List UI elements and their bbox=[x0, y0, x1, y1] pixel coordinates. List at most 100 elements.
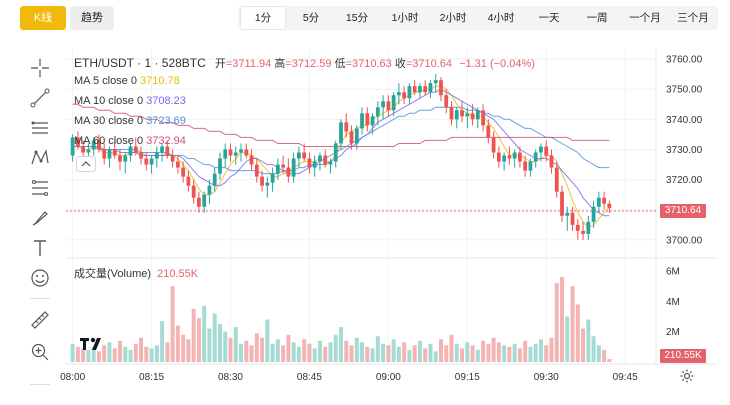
volume-bar bbox=[123, 346, 128, 362]
current-price-tag: 3710.64 bbox=[660, 204, 706, 218]
candle bbox=[297, 146, 301, 168]
emoji-icon[interactable] bbox=[28, 266, 52, 290]
period-2h[interactable]: 2小时 bbox=[439, 12, 467, 24]
candle-body bbox=[75, 137, 80, 147]
volume-bar bbox=[307, 343, 312, 362]
volume-bar bbox=[560, 277, 565, 362]
period-1h[interactable]: 1小时 bbox=[391, 12, 419, 24]
ma10-value: 3708.23 bbox=[146, 95, 186, 107]
volume-bar bbox=[81, 348, 86, 362]
chevron-up-icon bbox=[81, 161, 91, 167]
brush-icon[interactable] bbox=[28, 206, 52, 230]
ruler-icon[interactable] bbox=[28, 308, 52, 332]
volume-bar bbox=[128, 349, 133, 362]
volume-bar bbox=[554, 283, 559, 362]
fib-icon[interactable] bbox=[28, 176, 52, 200]
chart-grid bbox=[66, 50, 656, 364]
candle bbox=[365, 107, 370, 132]
candle bbox=[349, 125, 354, 150]
candle bbox=[312, 155, 317, 177]
candle bbox=[370, 113, 375, 135]
candle bbox=[412, 80, 417, 96]
volume-bar bbox=[317, 340, 322, 362]
candle-body bbox=[81, 146, 86, 153]
candle-body bbox=[533, 152, 538, 162]
candle-body bbox=[560, 191, 564, 216]
period-1d[interactable]: 一天 bbox=[538, 12, 560, 24]
pattern-icon[interactable] bbox=[28, 146, 52, 170]
volume-bar bbox=[465, 342, 470, 362]
volume-bar bbox=[591, 336, 596, 362]
low-label: 低 bbox=[334, 58, 346, 70]
volume-bar bbox=[223, 331, 228, 362]
volume-bar bbox=[433, 351, 438, 362]
gear-icon[interactable] bbox=[679, 368, 695, 384]
price-axis-label: 3730.00 bbox=[666, 145, 703, 156]
candle-body bbox=[307, 158, 312, 168]
candle-body bbox=[433, 80, 438, 84]
candle bbox=[481, 104, 485, 132]
candle bbox=[449, 101, 454, 126]
period-3mo[interactable]: 三个月 bbox=[677, 12, 709, 24]
candle bbox=[81, 140, 86, 159]
ma5-legend[interactable]: MA 5 close 0 3710.78 bbox=[74, 75, 180, 87]
candle bbox=[496, 146, 501, 168]
candle-body bbox=[175, 161, 180, 168]
candle-body bbox=[107, 149, 112, 159]
volume-bar bbox=[117, 340, 122, 362]
volume-bar bbox=[281, 345, 286, 362]
volume-bar bbox=[244, 340, 249, 362]
candle-body bbox=[275, 164, 280, 174]
candle bbox=[396, 83, 401, 105]
volume-bar bbox=[270, 343, 275, 362]
candle-body bbox=[444, 95, 449, 108]
period-15m[interactable]: 15分 bbox=[345, 12, 369, 24]
ma10-legend[interactable]: MA 10 close 0 3708.23 bbox=[74, 95, 186, 107]
candle-body bbox=[233, 152, 238, 156]
ma60-legend[interactable]: MA 60 close 0 3732.94 bbox=[74, 135, 186, 147]
candle bbox=[512, 149, 517, 168]
horizontal-lines-icon[interactable] bbox=[28, 116, 52, 140]
volume-bar bbox=[312, 348, 317, 362]
symbol-legend: ETH/USDT · 1 · 528BTC 开=3711.94 高=3712.5… bbox=[74, 55, 535, 71]
candle bbox=[307, 152, 312, 174]
collapse-legend-button[interactable] bbox=[76, 156, 96, 172]
candle-body bbox=[375, 107, 380, 117]
candle-body bbox=[465, 113, 470, 117]
current-volume-tag: 210.55K bbox=[660, 349, 706, 363]
candle-body bbox=[223, 149, 228, 159]
volume-bar bbox=[175, 325, 180, 362]
volume-bar bbox=[102, 345, 107, 362]
candle bbox=[439, 77, 443, 102]
candle bbox=[533, 149, 538, 168]
period-1mo[interactable]: 一个月 bbox=[629, 12, 661, 24]
volume-bar bbox=[212, 313, 217, 362]
candle bbox=[596, 191, 601, 213]
period-5m[interactable]: 5分 bbox=[302, 12, 320, 24]
candle bbox=[539, 143, 543, 162]
candle-body bbox=[349, 131, 354, 144]
period-4h[interactable]: 4小时 bbox=[487, 12, 515, 24]
ma30-legend[interactable]: MA 30 close 0 3723.69 bbox=[74, 115, 186, 127]
period-1w[interactable]: 一周 bbox=[586, 12, 608, 24]
volume-axis-label: 6M bbox=[666, 267, 680, 278]
high-value: =3712.59 bbox=[285, 58, 332, 70]
zoom-in-icon[interactable] bbox=[28, 340, 52, 364]
candle bbox=[291, 152, 296, 183]
volume-bar bbox=[565, 316, 570, 362]
volume-bar bbox=[512, 343, 517, 362]
tab-kline[interactable]: K线 bbox=[20, 6, 66, 30]
candle-body bbox=[244, 149, 249, 156]
period-1m[interactable]: 1分 bbox=[240, 6, 286, 30]
trend-line-icon[interactable] bbox=[28, 86, 52, 110]
candle bbox=[328, 158, 333, 174]
tab-trend[interactable]: 趋势 bbox=[70, 6, 114, 30]
candle bbox=[565, 206, 570, 231]
candle bbox=[428, 80, 433, 99]
candle bbox=[281, 155, 286, 174]
crosshair-icon[interactable] bbox=[28, 56, 52, 80]
text-icon[interactable] bbox=[28, 236, 52, 260]
volume-bar bbox=[207, 328, 212, 362]
candle bbox=[186, 170, 191, 192]
